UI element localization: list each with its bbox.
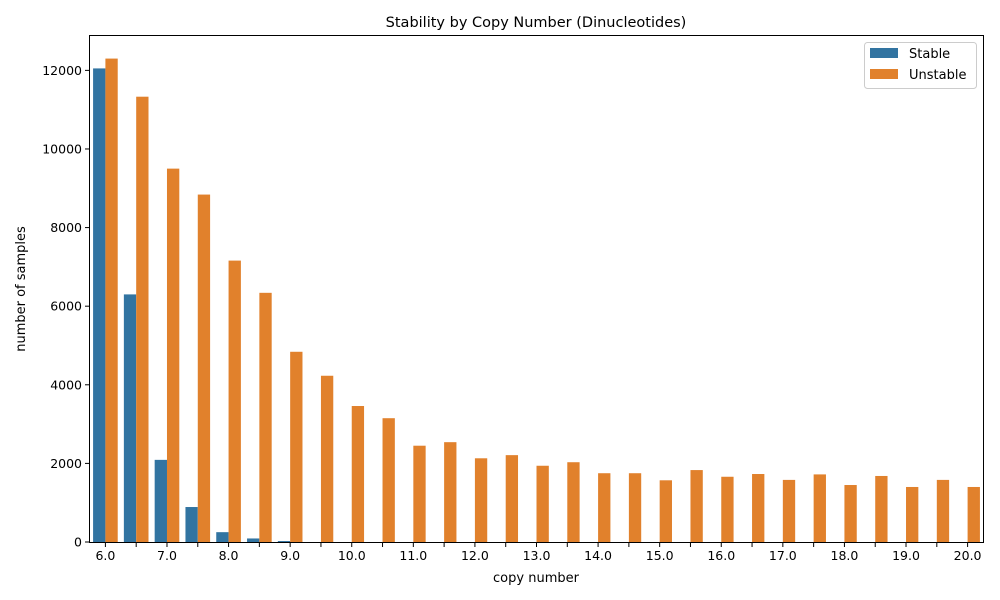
y-tick-label-3: 6000 <box>50 299 82 314</box>
legend-label-unstable: Unstable <box>909 68 966 83</box>
bar-unstable-4 <box>228 260 241 542</box>
legend-swatch-stable <box>870 48 898 58</box>
bar-unstable-1 <box>136 96 149 542</box>
x-axis-label: copy number <box>493 571 580 586</box>
bar-unstable-25 <box>875 475 888 542</box>
legend-label-stable: Stable <box>909 47 950 62</box>
bars-group <box>93 58 980 542</box>
x-tick-label-28: 20.0 <box>954 548 982 563</box>
bar-unstable-15 <box>567 462 580 542</box>
bar-unstable-23 <box>813 474 826 542</box>
y-tick-label-1: 2000 <box>50 456 82 471</box>
bar-unstable-9 <box>382 418 395 542</box>
legend: Stable Unstable <box>864 42 977 89</box>
chart-title: Stability by Copy Number (Dinucleotides) <box>386 15 687 31</box>
bar-unstable-5 <box>259 292 272 542</box>
bar-unstable-21 <box>752 474 765 542</box>
bar-stable-2 <box>154 459 167 542</box>
y-tick-label-5: 10000 <box>42 141 82 156</box>
y-axis: 0 2000 4000 6000 8000 10000 12000 <box>42 63 90 550</box>
bar-unstable-26 <box>906 486 919 542</box>
bar-unstable-8 <box>351 406 365 542</box>
bar-unstable-24 <box>844 485 857 542</box>
bar-stable-3 <box>185 507 198 542</box>
bar-unstable-22 <box>782 479 796 542</box>
y-tick-label-4: 8000 <box>50 220 82 235</box>
x-tick-label-12: 12.0 <box>461 548 489 563</box>
bar-unstable-20 <box>721 476 734 542</box>
bar-unstable-27 <box>936 479 950 542</box>
x-tick-label-10: 11.0 <box>399 548 427 563</box>
bar-stable-6 <box>277 541 291 542</box>
bar-stable-4 <box>216 532 229 542</box>
x-tick-label-26: 19.0 <box>892 548 920 563</box>
bar-stable-0 <box>93 68 106 542</box>
bar-unstable-3 <box>197 194 211 542</box>
x-tick-label-0: 6.0 <box>95 548 115 563</box>
y-tick-label-0: 0 <box>74 535 82 550</box>
legend-swatch-unstable <box>870 69 898 79</box>
bar-unstable-2 <box>166 168 180 542</box>
bar-unstable-17 <box>628 473 642 542</box>
x-tick-label-4: 8.0 <box>219 548 239 563</box>
bar-unstable-19 <box>690 470 703 542</box>
x-tick-label-6: 9.0 <box>280 548 300 563</box>
bar-unstable-18 <box>659 480 672 542</box>
x-tick-label-22: 17.0 <box>769 548 797 563</box>
bar-unstable-7 <box>320 375 334 542</box>
bar-unstable-6 <box>290 351 303 542</box>
bar-unstable-12 <box>474 458 488 542</box>
bar-stable-5 <box>247 538 260 542</box>
bar-stable-1 <box>123 294 137 542</box>
x-tick-label-24: 18.0 <box>831 548 859 563</box>
y-tick-label-6: 12000 <box>42 63 82 78</box>
bar-unstable-16 <box>598 473 611 542</box>
x-tick-label-8: 10.0 <box>338 548 366 563</box>
x-tick-label-18: 15.0 <box>646 548 674 563</box>
x-tick-label-14: 13.0 <box>523 548 551 563</box>
bar-unstable-14 <box>536 465 549 542</box>
bar-unstable-28 <box>967 486 980 542</box>
bar-unstable-10 <box>413 445 426 542</box>
bar-unstable-0 <box>105 58 118 542</box>
plot-frame <box>89 35 984 543</box>
bar-unstable-11 <box>444 442 457 542</box>
y-axis-label: number of samples <box>14 226 29 352</box>
x-tick-label-2: 7.0 <box>157 548 177 563</box>
x-axis: 6.0 7.0 8.0 9.0 10.0 11.0 12.0 13.0 14.0 15.0 16.0… <box>95 542 982 563</box>
bar-unstable-13 <box>505 455 519 542</box>
y-tick-label-2: 4000 <box>50 377 82 392</box>
x-tick-label-16: 14.0 <box>584 548 612 563</box>
x-tick-label-20: 16.0 <box>707 548 735 563</box>
